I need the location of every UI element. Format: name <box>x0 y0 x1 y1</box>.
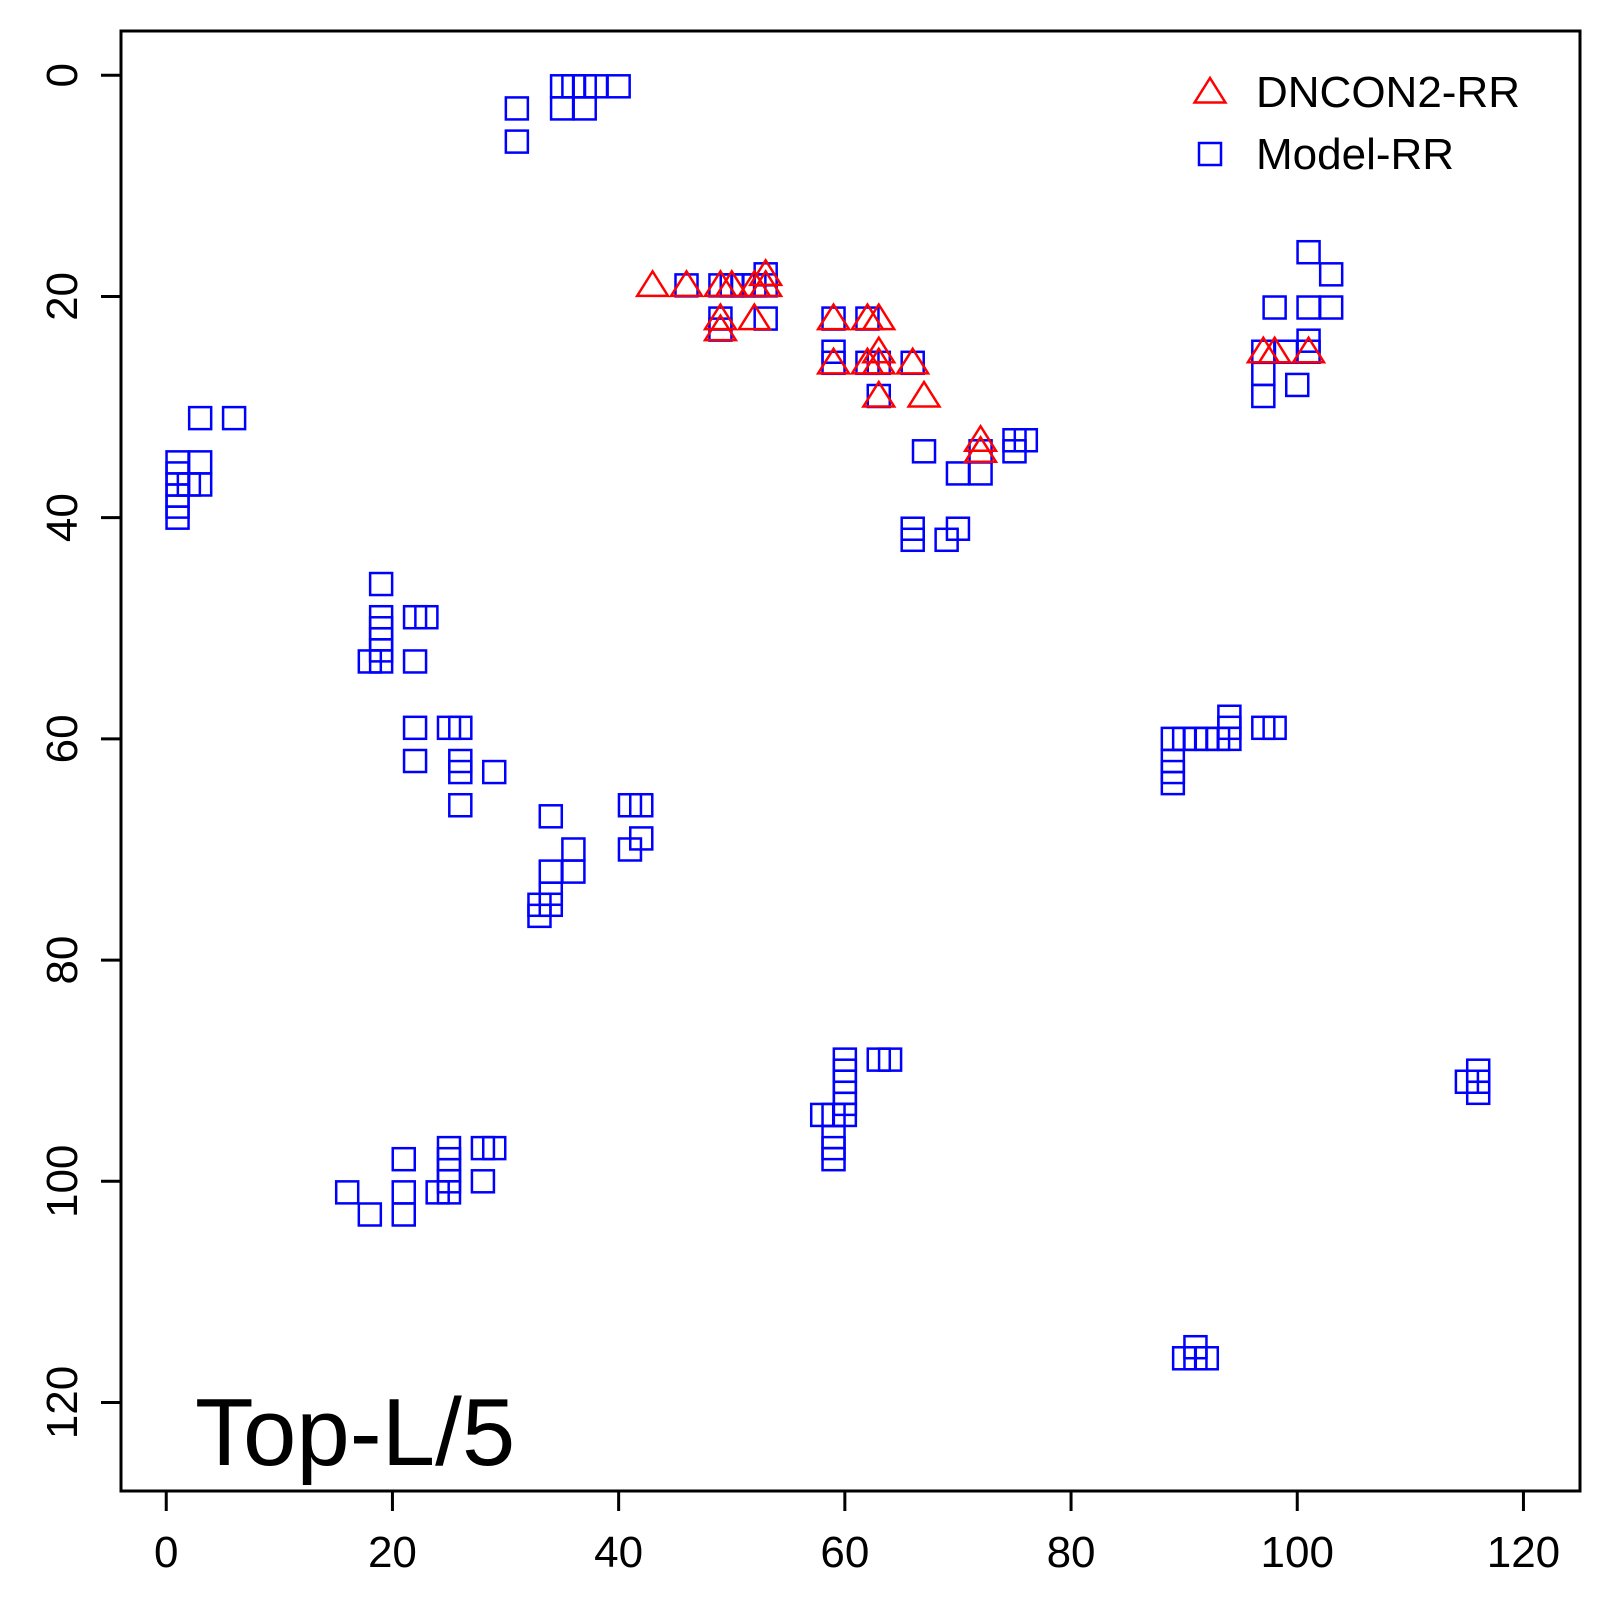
model-rr-point <box>606 74 631 99</box>
dncon2-rr-point <box>748 257 784 287</box>
model-rr-point <box>1318 262 1344 287</box>
model-rr-point <box>1296 295 1321 320</box>
dncon2-rr-point <box>962 434 999 464</box>
dncon2-rr-point <box>815 302 852 331</box>
dncon2-rr-point <box>702 302 739 331</box>
model-rr-point <box>481 759 507 785</box>
model-rr-point <box>1013 427 1039 453</box>
model-rr-point <box>1217 715 1242 741</box>
model-rr-point <box>368 571 394 597</box>
model-rr-point <box>1318 295 1344 320</box>
model-rr-point <box>877 1047 903 1072</box>
dncon2-rr-point <box>861 335 897 364</box>
model-rr-point <box>1251 383 1276 409</box>
model-rr-point <box>527 903 552 929</box>
model-rr-point <box>368 649 394 674</box>
model-rr-point <box>448 792 473 818</box>
dncon2-rr-point <box>962 423 999 452</box>
dncon2-rr-point <box>861 379 897 408</box>
dncon2-rr-point <box>1290 335 1327 364</box>
model-rr-point <box>402 715 428 741</box>
model-rr-point <box>945 516 971 541</box>
model-rr-point <box>436 1180 462 1205</box>
model-rr-point <box>561 837 586 862</box>
y-tick-label: 100 <box>38 1145 87 1218</box>
model-rr-point <box>165 505 190 530</box>
model-rr-point <box>538 859 564 884</box>
dncon2-rr-point <box>668 269 705 298</box>
model-rr-point <box>414 604 439 630</box>
model-rr-point <box>402 748 428 774</box>
legend-label: DNCON2-RR <box>1256 68 1520 117</box>
model-rr-point <box>504 129 530 154</box>
y-axis: 0 20 40 60 80 100 120 <box>38 63 123 1439</box>
legend-square-marker <box>1197 141 1223 167</box>
model-rr-point <box>945 461 971 486</box>
model-rr-point <box>391 1180 417 1205</box>
model-rr-point <box>629 826 654 851</box>
model-rr-point <box>221 405 247 431</box>
model-rr-point <box>1465 1080 1491 1106</box>
model-rr-point <box>187 405 213 431</box>
model-rr-point <box>900 527 925 553</box>
model-rr-point <box>572 96 597 121</box>
model-rr-point <box>911 439 937 464</box>
plot-frame <box>119 29 1582 1493</box>
model-rr-point <box>391 1146 417 1172</box>
dncon2-rr-point <box>815 346 852 375</box>
legend: DNCON2-RR Model-RR <box>1192 68 1520 179</box>
model-rr-point <box>1160 770 1186 796</box>
dncon2-rr-point <box>1256 335 1293 364</box>
model-rr-point <box>538 804 564 829</box>
y-tick-label: 20 <box>38 272 87 321</box>
model-rr-point <box>561 859 586 884</box>
model-rr-point <box>470 1169 496 1194</box>
y-tick-label: 120 <box>38 1366 87 1439</box>
model-rr-point <box>549 96 575 121</box>
dncon2-rr-point <box>895 346 931 375</box>
x-axis: 0 20 40 60 80 100 120 <box>154 1489 1560 1577</box>
model-rr-point <box>629 792 654 818</box>
y-tick-label: 80 <box>38 936 87 985</box>
model-rr-point <box>504 96 530 121</box>
x-tick-label: 120 <box>1487 1528 1560 1577</box>
x-tick-label: 80 <box>1047 1528 1096 1577</box>
dncon2-rr-point <box>702 313 739 342</box>
model-rr-point <box>402 649 428 674</box>
model-rr-point <box>448 759 473 785</box>
model-rr-point <box>1284 372 1310 398</box>
model-rr-point <box>481 1135 507 1161</box>
model-rr-point <box>1262 295 1287 320</box>
model-rr-point <box>1194 1346 1220 1371</box>
model-rr-point <box>448 715 473 741</box>
model-rr-point <box>821 1146 846 1172</box>
dncon2-rr-point <box>634 269 671 298</box>
model-rr-point <box>176 472 202 497</box>
x-tick-label: 0 <box>154 1528 178 1577</box>
model-rr-point <box>1296 239 1321 265</box>
x-tick-label: 100 <box>1261 1528 1334 1577</box>
model-rr-point <box>1251 361 1276 387</box>
y-tick-label: 40 <box>38 493 87 542</box>
dncon2-rr-point <box>906 379 942 408</box>
x-tick-label: 40 <box>594 1528 643 1577</box>
annotation-label: Top-L/5 <box>195 1379 515 1486</box>
dncon2-rr-point <box>714 269 750 298</box>
model-rr-point <box>1262 715 1287 741</box>
data-points <box>165 74 1491 1371</box>
y-tick-label: 0 <box>38 63 87 87</box>
y-tick-label: 60 <box>38 714 87 763</box>
model-rr-point <box>357 1202 383 1227</box>
model-rr-point <box>391 1202 417 1227</box>
x-tick-label: 20 <box>368 1528 417 1577</box>
x-tick-label: 60 <box>820 1528 869 1577</box>
legend-label: Model-RR <box>1256 130 1454 179</box>
model-rr-point <box>334 1180 360 1205</box>
model-rr-point <box>968 461 993 486</box>
dncon2-rr-point <box>861 302 897 331</box>
legend-triangle-marker <box>1192 75 1228 104</box>
model-rr-point <box>187 450 213 475</box>
dncon2-rr-point <box>736 302 773 331</box>
